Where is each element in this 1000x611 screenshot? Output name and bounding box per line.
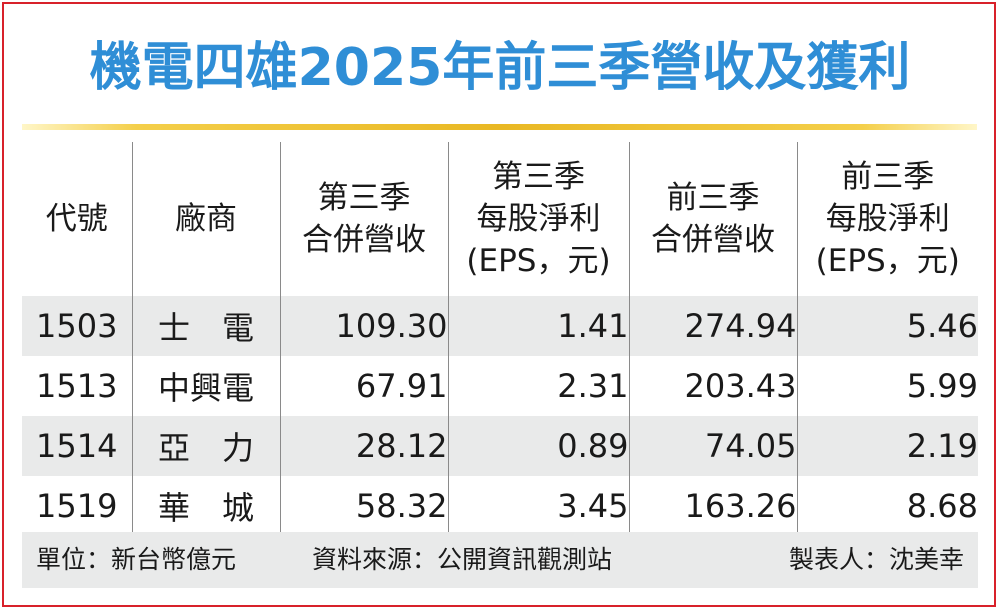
cell-company: 華 城 [131,476,280,536]
table-row: 1503 士 電 109.30 1.41 274.94 5.46 [22,296,978,356]
cell-q3-eps: 2.31 [447,356,629,416]
cell-code: 1519 [36,487,118,525]
header-line: 每股淨利 [476,201,601,237]
cell-ytd-revenue: 274.94 [628,296,797,356]
table-row: 1519 華 城 58.32 3.45 163.26 8.68 [22,476,978,536]
cell-q3-revenue: 67.91 [279,356,448,416]
header-company: 廠商 [131,142,280,296]
header-line: 前三季 [841,159,935,195]
cell-ytd-eps: 2.19 [796,416,978,476]
footer-bar: 單位：新台幣億元 資料來源：公開資訊觀測站 製表人：沈美幸 [22,532,978,588]
cell-ytd-eps: 8.68 [796,476,978,536]
cell-q3-eps: 1.41 [447,296,629,356]
table-row: 1514 亞 力 28.12 0.89 74.05 2.19 [22,416,978,476]
cell-company: 中興電 [131,356,280,416]
header-line: 廠商 [175,201,237,237]
cell-q3-eps: 0.89 [447,416,629,476]
data-table: 代號 廠商 第三季 合併營收 第三季 每股淨利 (EPS，元) 前三季 合併營收… [22,142,978,536]
header-line: 前三季 [666,180,760,216]
title-underline-rule [22,124,977,130]
table-header-row: 代號 廠商 第三季 合併營收 第三季 每股淨利 (EPS，元) 前三季 合併營收… [22,142,978,296]
header-line: 合併營收 [302,222,426,258]
header-line: 合併營收 [651,222,775,258]
header-line: 代號 [45,201,108,237]
cell-ytd-revenue: 74.05 [628,416,797,476]
header-q3-eps: 第三季 每股淨利 (EPS，元) [447,142,629,296]
header-q3-revenue: 第三季 合併營收 [279,142,448,296]
header-line: (EPS，元) [815,243,960,279]
cell-company: 士 電 [131,296,280,356]
cell-ytd-eps: 5.99 [796,356,978,416]
header-line: 每股淨利 [825,201,950,237]
header-line: 第三季 [492,159,585,195]
header-ytd-revenue: 前三季 合併營收 [628,142,797,296]
cell-company: 亞 力 [131,416,280,476]
cell-q3-revenue: 58.32 [279,476,448,536]
footer-source: 資料來源：公開資訊觀測站 [312,545,613,574]
cell-code: 1514 [22,416,132,476]
cell-q3-eps: 3.45 [447,476,629,536]
cell-ytd-eps: 5.46 [796,296,978,356]
cell-q3-revenue: 109.30 [279,296,448,356]
header-code: 代號 [22,142,132,296]
cell-ytd-revenue: 163.26 [628,476,797,536]
page-title: 機電四雄2025年前三季營收及獲利 [89,38,911,98]
header-line: 第三季 [317,180,411,216]
cell-q3-revenue: 28.12 [279,416,448,476]
footer-maker: 製表人：沈美幸 [788,545,964,574]
cell-code: 1503 [22,296,132,356]
header-line: (EPS，元) [466,243,611,279]
cell-code: 1513 [36,367,118,405]
cell-ytd-revenue: 203.43 [628,356,797,416]
header-ytd-eps: 前三季 每股淨利 (EPS，元) [796,142,978,296]
table-row: 1513 中興電 67.91 2.31 203.43 5.99 [22,356,978,416]
footer-unit: 單位：新台幣億元 [36,545,237,574]
